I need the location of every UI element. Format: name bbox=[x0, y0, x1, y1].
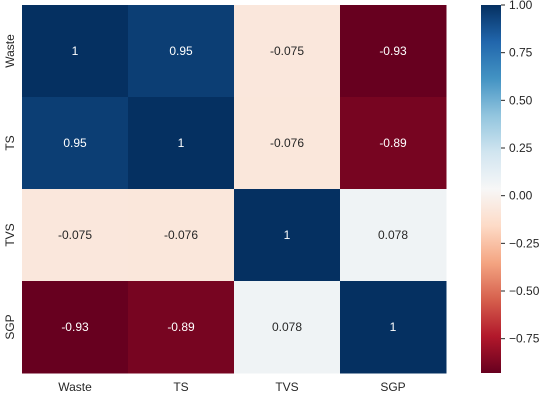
y-tick-label: TS bbox=[3, 135, 17, 150]
colorbar-gradient bbox=[481, 5, 501, 373]
heatmap-cell bbox=[22, 97, 129, 190]
x-tick-label: SGP bbox=[380, 380, 405, 394]
cell-value-label: -0.93 bbox=[379, 44, 407, 58]
heatmap-cell bbox=[234, 281, 341, 374]
heatmap-cells bbox=[22, 5, 447, 374]
cell-value-label: 1 bbox=[178, 136, 185, 150]
x-tick-label: TS bbox=[173, 380, 188, 394]
y-tick-label: TVS bbox=[3, 223, 17, 246]
y-tick-label: Waste bbox=[3, 34, 17, 68]
y-axis-tick-labels: Waste TS TVS SGP bbox=[3, 34, 17, 340]
cell-value-label: 1 bbox=[390, 320, 397, 334]
cell-value-label: -0.075 bbox=[270, 44, 304, 58]
heatmap-cell bbox=[128, 189, 235, 282]
colorbar-tick-label: 1.00 bbox=[509, 0, 533, 12]
heatmap-cell bbox=[340, 281, 447, 374]
heatmap-cell bbox=[22, 281, 129, 374]
heatmap-cell bbox=[22, 189, 129, 282]
cell-value-label: -0.075 bbox=[58, 228, 92, 242]
colorbar-tick-label: −0.25 bbox=[509, 236, 540, 250]
cell-value-label: -0.076 bbox=[164, 228, 198, 242]
cell-value-label: 1 bbox=[72, 44, 79, 58]
x-axis-tick-labels: Waste TS TVS SGP bbox=[58, 380, 405, 394]
heatmap-cell bbox=[234, 5, 341, 98]
colorbar-tick-label: 0.50 bbox=[509, 93, 533, 107]
heatmap-cell bbox=[234, 189, 341, 282]
colorbar: 1.00 0.75 0.50 0.25 0.00 −0.25 −0.50 −0.75 bbox=[481, 0, 540, 373]
heatmap-cell bbox=[234, 97, 341, 190]
cell-value-label: 0.95 bbox=[63, 136, 87, 150]
colorbar-tick-label: −0.75 bbox=[509, 332, 540, 346]
heatmap-cell bbox=[340, 189, 447, 282]
y-tick-label: SGP bbox=[3, 314, 17, 339]
colorbar-tick-label: 0.25 bbox=[509, 141, 533, 155]
cell-value-label: -0.076 bbox=[270, 136, 304, 150]
colorbar-tick-label: −0.50 bbox=[509, 284, 540, 298]
heatmap-cell bbox=[340, 5, 447, 98]
x-tick-label: TVS bbox=[275, 380, 298, 394]
x-tick-label: Waste bbox=[58, 380, 92, 394]
heatmap-cell-labels: 1 0.95 -0.075 -0.93 0.95 1 -0.076 -0.89 -0.075 -0… bbox=[58, 44, 408, 334]
cell-value-label: -0.89 bbox=[379, 136, 407, 150]
colorbar-tick-label: 0.75 bbox=[509, 46, 533, 60]
cell-value-label: 1 bbox=[284, 228, 291, 242]
heatmap-cell bbox=[128, 5, 235, 98]
heatmap-cell bbox=[22, 5, 129, 98]
heatmap-cell bbox=[128, 97, 235, 190]
cell-value-label: -0.93 bbox=[61, 320, 89, 334]
heatmap-cell bbox=[340, 97, 447, 190]
colorbar-tick-label: 0.00 bbox=[509, 189, 533, 203]
cell-value-label: -0.89 bbox=[167, 320, 195, 334]
cell-value-label: 0.078 bbox=[272, 320, 302, 334]
heatmap-cell bbox=[128, 281, 235, 374]
cell-value-label: 0.95 bbox=[169, 44, 193, 58]
cell-value-label: 0.078 bbox=[378, 228, 408, 242]
